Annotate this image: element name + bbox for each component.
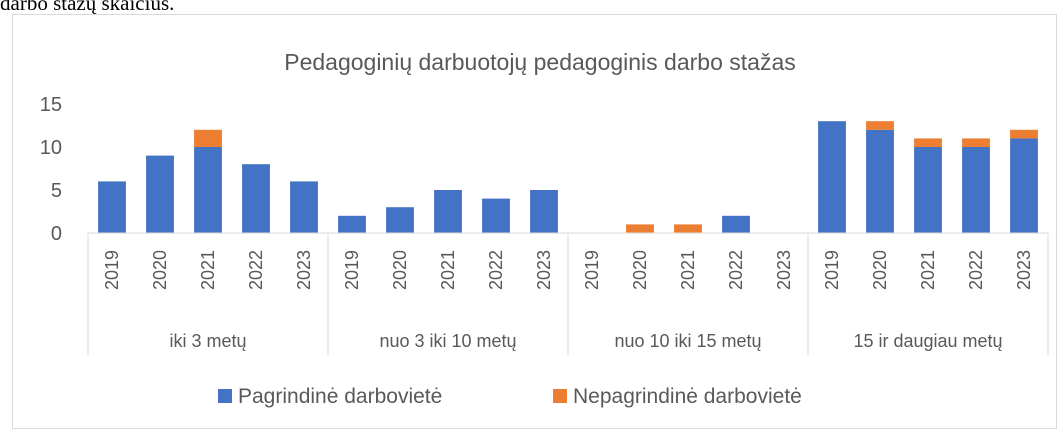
y-tick-label: 5: [51, 180, 62, 202]
x-tick-label: 2019: [822, 250, 842, 290]
chart-title: Pedagoginių darbuotojų pedagoginis darbo…: [284, 49, 796, 75]
group-label: nuo 10 iki 15 metų: [614, 331, 761, 351]
bar: [674, 224, 702, 233]
x-tick-label: 2023: [534, 250, 554, 290]
bar: [98, 181, 126, 233]
caption: darbo stažų skaičius.: [0, 0, 174, 15]
x-tick-label: 2020: [630, 250, 650, 290]
x-tick-label: 2021: [438, 250, 458, 290]
y-tick-label: 15: [40, 94, 62, 116]
bar: [194, 147, 222, 233]
legend-label: Nepagrindinė darbovietė: [573, 385, 802, 408]
legend-swatch: [553, 389, 567, 403]
x-tick-label: 2020: [390, 250, 410, 290]
x-tick-label: 2019: [582, 250, 602, 290]
bar: [962, 138, 990, 147]
group-label: iki 3 metų: [169, 331, 246, 351]
bar: [722, 215, 750, 233]
group-label: 15 ir daugiau metų: [853, 331, 1002, 351]
x-tick-label: 2021: [198, 250, 218, 290]
bar: [914, 138, 942, 147]
bar: [290, 181, 318, 233]
bar: [146, 155, 174, 233]
bar: [818, 121, 846, 233]
x-tick-label: 2022: [486, 250, 506, 290]
bar: [626, 224, 654, 233]
legend-swatch: [218, 389, 232, 403]
bar: [1010, 138, 1038, 233]
y-tick-label: 0: [51, 223, 62, 245]
x-tick-label: 2022: [246, 250, 266, 290]
x-tick-label: 2021: [918, 250, 938, 290]
bar: [242, 164, 270, 233]
bar: [962, 147, 990, 233]
bar: [1010, 129, 1038, 139]
x-tick-label: 2023: [294, 250, 314, 290]
x-tick-label: 2022: [726, 250, 746, 290]
y-tick-label: 10: [40, 137, 62, 159]
group-label: nuo 3 iki 10 metų: [379, 331, 516, 351]
bar: [386, 207, 414, 233]
x-tick-label: 2019: [342, 250, 362, 290]
bar: [866, 121, 894, 130]
bar: [482, 198, 510, 233]
bar: [194, 129, 222, 147]
bar: [434, 190, 462, 233]
bar: [338, 215, 366, 233]
bar: [530, 190, 558, 233]
bar: [866, 129, 894, 233]
x-tick-label: 2023: [774, 250, 794, 290]
legend-label: Pagrindinė darbovietė: [238, 385, 442, 408]
x-tick-label: 2020: [870, 250, 890, 290]
x-tick-label: 2021: [678, 250, 698, 290]
x-tick-label: 2022: [966, 250, 986, 290]
x-tick-label: 2020: [150, 250, 170, 290]
x-tick-label: 2019: [102, 250, 122, 290]
bar: [914, 147, 942, 233]
x-tick-label: 2023: [1014, 250, 1034, 290]
